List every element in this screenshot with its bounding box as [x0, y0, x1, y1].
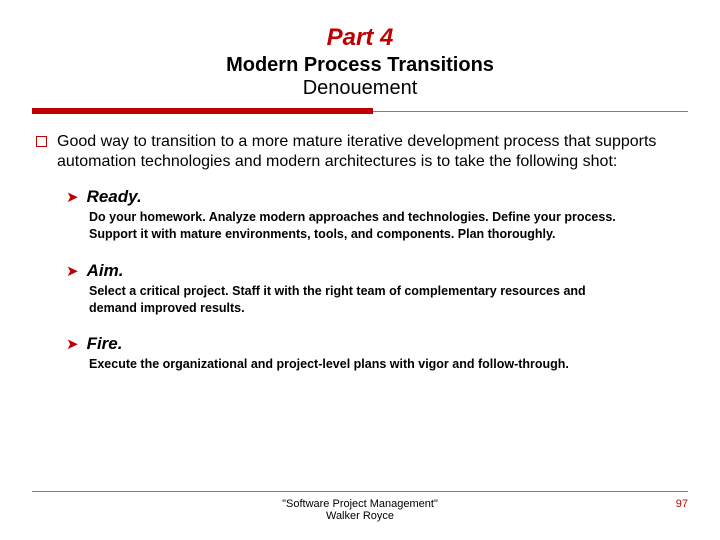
page-number: 97: [648, 498, 688, 510]
item-body: Select a critical project. Staff it with…: [66, 283, 626, 317]
arrow-icon: ➤: [66, 335, 79, 353]
list-item: ➤ Ready. Do your homework. Analyze moder…: [32, 187, 688, 243]
divider-thin: [373, 111, 688, 112]
intro-block: Good way to transition to a more mature …: [32, 132, 688, 173]
slide-footer: "Software Project Management" Walker Roy…: [32, 491, 688, 522]
item-title: Ready.: [87, 187, 142, 207]
footer-source-line2: Walker Royce: [72, 510, 648, 522]
intro-text: Good way to transition to a more mature …: [57, 132, 688, 173]
section-title: Modern Process Transitions: [32, 54, 688, 77]
item-body: Do your homework. Analyze modern approac…: [66, 209, 626, 243]
section-subtitle: Denouement: [32, 77, 688, 100]
divider-accent: [32, 108, 373, 114]
footer-source-line1: "Software Project Management": [72, 498, 648, 510]
square-bullet-icon: [36, 136, 47, 147]
list-item: ➤ Fire. Execute the organizational and p…: [32, 334, 688, 373]
part-title: Part 4: [32, 24, 688, 52]
title-divider: [32, 108, 688, 114]
item-title: Aim.: [87, 261, 124, 281]
list-item: ➤ Aim. Select a critical project. Staff …: [32, 261, 688, 317]
item-body: Execute the organizational and project-l…: [66, 356, 626, 373]
item-title: Fire.: [87, 334, 123, 354]
arrow-icon: ➤: [66, 262, 79, 280]
footer-divider: [32, 491, 688, 492]
arrow-icon: ➤: [66, 188, 79, 206]
footer-source: "Software Project Management" Walker Roy…: [72, 498, 648, 522]
